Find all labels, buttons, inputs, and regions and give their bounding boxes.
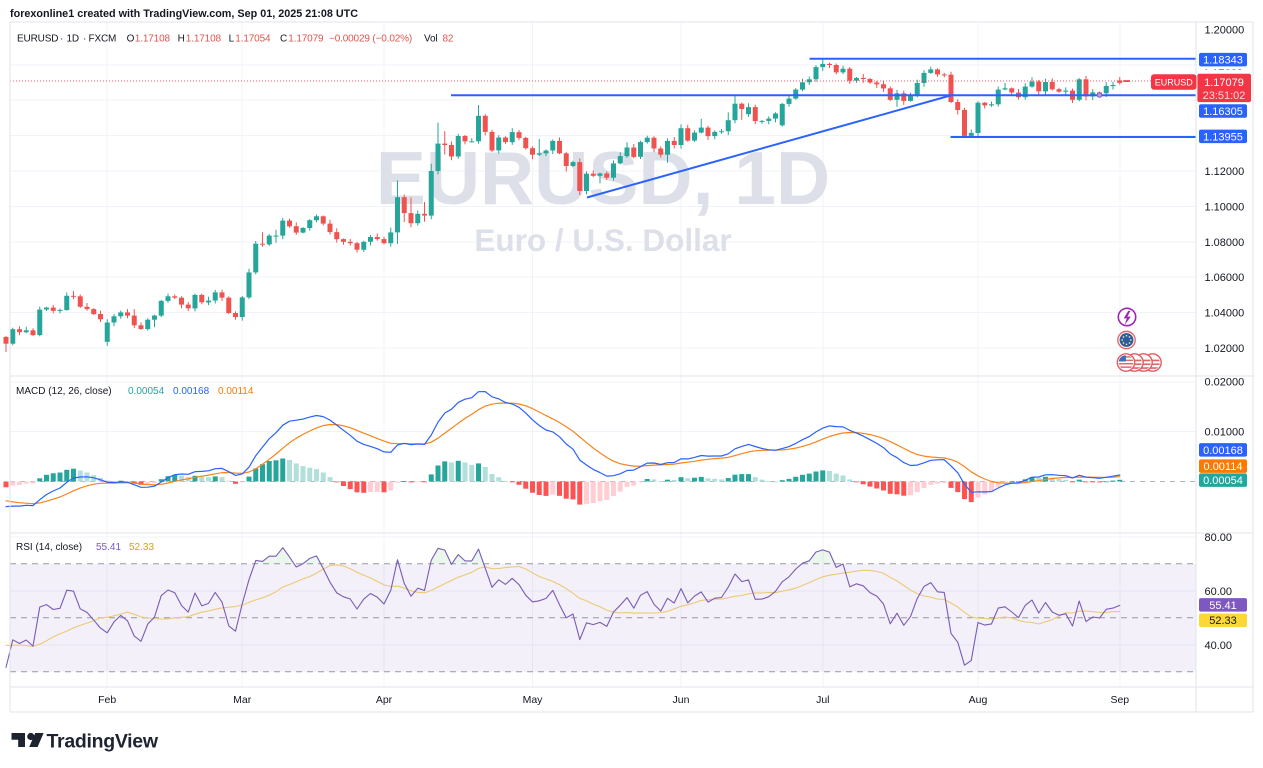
svg-text:FXCM: FXCM <box>89 34 117 45</box>
svg-text:0.02000: 0.02000 <box>1205 377 1245 389</box>
svg-text:O: O <box>127 34 135 45</box>
svg-text:0.00054: 0.00054 <box>1203 475 1243 487</box>
svg-text:1.02000: 1.02000 <box>1205 343 1245 355</box>
svg-text:0.00114: 0.00114 <box>1204 461 1243 473</box>
svg-text:60.00: 60.00 <box>1205 586 1233 598</box>
svg-text:May: May <box>523 694 544 706</box>
svg-text:52.33: 52.33 <box>1209 615 1237 627</box>
svg-text:RSI (14, close): RSI (14, close) <box>16 542 82 553</box>
svg-text:H: H <box>178 34 185 45</box>
svg-text:1.17079: 1.17079 <box>1204 77 1244 89</box>
svg-text:1.17108: 1.17108 <box>135 34 171 45</box>
svg-text:1.06000: 1.06000 <box>1205 272 1245 284</box>
svg-text:1.17660: 1.17660 <box>1203 68 1243 80</box>
svg-text:55.41: 55.41 <box>96 542 121 553</box>
svg-text:·: · <box>60 34 63 45</box>
svg-text:Jul: Jul <box>816 694 829 706</box>
svg-text:TradingView: TradingView <box>47 731 159 753</box>
svg-text:−0.00029 (−0.02%): −0.00029 (−0.02%) <box>329 34 412 45</box>
svg-text:Feb: Feb <box>98 694 116 706</box>
svg-text:1.08000: 1.08000 <box>1205 237 1245 249</box>
svg-text:Vol: Vol <box>424 34 437 45</box>
svg-text:1.17054: 1.17054 <box>235 34 271 45</box>
svg-text:40.00: 40.00 <box>1205 640 1233 652</box>
svg-text:·: · <box>83 34 86 45</box>
svg-text:Mar: Mar <box>233 694 252 706</box>
svg-text:1.16305: 1.16305 <box>1203 106 1243 118</box>
svg-text:52.33: 52.33 <box>129 542 154 553</box>
svg-text:0.00054: 0.00054 <box>128 386 165 397</box>
svg-text:82: 82 <box>443 34 454 45</box>
svg-text:1.13955: 1.13955 <box>1203 131 1243 143</box>
svg-text:forexonline1 created with Trad: forexonline1 created with TradingView.co… <box>10 8 358 20</box>
svg-text:L: L <box>229 34 235 45</box>
svg-text:1.17079: 1.17079 <box>288 34 324 45</box>
svg-text:EURUSD: EURUSD <box>1155 78 1194 88</box>
svg-text:C: C <box>280 34 287 45</box>
svg-text:1.12000: 1.12000 <box>1205 166 1245 178</box>
svg-text:55.41: 55.41 <box>1209 600 1237 612</box>
svg-text:80.00: 80.00 <box>1205 532 1233 544</box>
svg-text:Sep: Sep <box>1110 694 1129 706</box>
svg-text:1.17108: 1.17108 <box>186 34 222 45</box>
svg-text:Aug: Aug <box>969 694 988 706</box>
svg-text:1D: 1D <box>67 34 79 45</box>
svg-text:EURUSD: EURUSD <box>17 34 58 45</box>
svg-text:0.00168: 0.00168 <box>1203 445 1243 457</box>
svg-text:0.00114: 0.00114 <box>218 386 254 397</box>
svg-text:Jun: Jun <box>673 694 690 706</box>
svg-text:0.00168: 0.00168 <box>173 386 210 397</box>
svg-text:1.10000: 1.10000 <box>1205 201 1245 213</box>
svg-text:Euro / U.S. Dollar: Euro / U.S. Dollar <box>474 222 731 258</box>
svg-text:Apr: Apr <box>376 694 393 706</box>
svg-text:1.20000: 1.20000 <box>1205 24 1245 36</box>
svg-text:MACD (12, 26, close): MACD (12, 26, close) <box>16 386 112 397</box>
svg-text:1.04000: 1.04000 <box>1205 308 1245 320</box>
svg-text:23:51:02: 23:51:02 <box>1203 90 1246 102</box>
svg-text:1.18343: 1.18343 <box>1203 55 1243 67</box>
svg-text:0.01000: 0.01000 <box>1205 426 1245 438</box>
